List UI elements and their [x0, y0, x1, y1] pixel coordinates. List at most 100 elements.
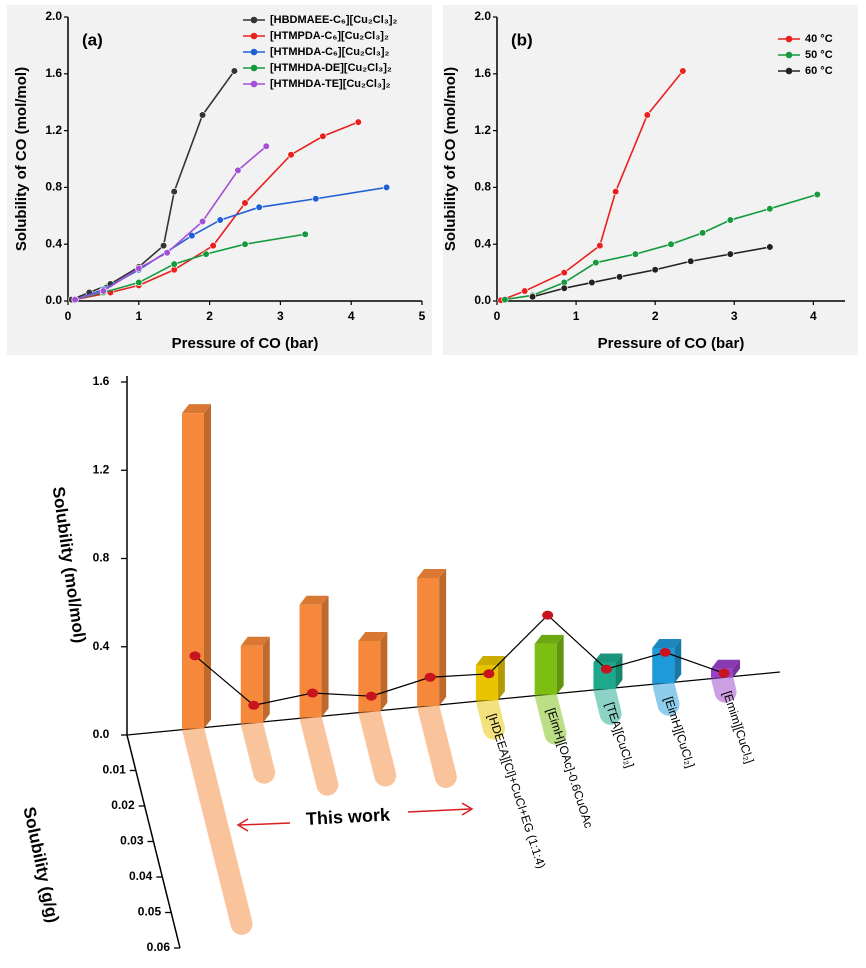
y-tick-label: 2.0	[474, 9, 491, 23]
bar-front	[534, 643, 557, 695]
depth-tick-label: 0.04	[129, 869, 153, 883]
depth-cylinder	[417, 694, 457, 788]
x-tick-label: 4	[810, 309, 817, 323]
bar-top	[534, 634, 564, 644]
bar-top	[475, 655, 505, 665]
data-point	[159, 242, 168, 250]
data-point	[667, 240, 675, 248]
legend-marker	[250, 32, 258, 40]
data-point	[528, 293, 537, 301]
bar-side	[733, 659, 740, 678]
bar-3d	[182, 404, 211, 729]
legend-label: [HTMHDA-DE][Cu₂Cl₃]₂	[270, 62, 392, 74]
data-point	[766, 243, 774, 251]
legend-label: 40 °C	[805, 33, 833, 45]
y-axis-label: Solubility of CO (mol/mol)	[13, 67, 30, 251]
data-point	[202, 250, 210, 258]
depth-tick-label: 0.01	[102, 763, 126, 777]
depth-cylinder	[652, 672, 680, 716]
panel-label: (b)	[511, 30, 533, 49]
data-point	[319, 132, 327, 140]
solubility-dot	[424, 672, 436, 682]
bar-front	[240, 645, 263, 723]
data-point	[631, 250, 640, 258]
solubility-dot	[718, 668, 730, 678]
depth-cylinder	[299, 706, 339, 796]
data-point	[699, 229, 707, 237]
data-point	[615, 273, 624, 281]
bar-top	[417, 568, 447, 578]
bar-front	[652, 647, 675, 684]
x-axis-label: Pressure of CO (bar)	[172, 335, 319, 352]
data-point	[170, 188, 178, 196]
x-tick-label: 5	[419, 309, 426, 323]
depth-tick-label: 0.05	[138, 905, 162, 919]
bar-side	[556, 634, 564, 695]
data-point	[163, 249, 171, 257]
data-point	[198, 111, 207, 119]
legend-marker	[250, 16, 258, 24]
depth-tick-label: 0.02	[111, 798, 135, 812]
y-tick-label: 0.0	[474, 293, 491, 307]
data-point	[643, 111, 651, 119]
y-tick-label: 1.6	[45, 66, 62, 80]
bar-side	[439, 568, 447, 706]
solubility-line	[194, 614, 725, 706]
data-point	[255, 203, 263, 211]
depth-tick-label: 0.06	[147, 940, 171, 954]
category-label: [TEA][CuCl₂]	[603, 701, 637, 770]
y-tick-label: 0.4	[474, 236, 491, 250]
solubility-dot	[189, 651, 201, 661]
data-point	[135, 264, 143, 272]
x-tick-label: 0	[494, 309, 501, 323]
depth-cylinder	[711, 666, 737, 703]
data-point	[766, 205, 774, 213]
this-work-arrow	[236, 802, 474, 832]
bar-3d	[240, 636, 270, 723]
series-line	[504, 193, 818, 301]
y-tick-label: 1.6	[93, 374, 110, 388]
depth-cylinder	[182, 717, 253, 935]
bar-top	[652, 638, 682, 648]
category-label: [EimH][CuCl₂]	[661, 695, 697, 770]
x-tick-label: 3	[731, 309, 738, 323]
bar-top	[182, 404, 211, 414]
x-tick-label: 0	[65, 309, 72, 323]
bar-front	[299, 604, 322, 718]
category-label: [Emim][CuCl₂]	[720, 689, 757, 765]
solubility-dot	[542, 610, 554, 620]
annotation: This work	[305, 805, 391, 829]
bar-front	[417, 577, 440, 706]
panel-label: (a)	[82, 30, 103, 49]
data-point	[71, 295, 79, 304]
legend-marker	[250, 64, 258, 72]
legend-label: 60 °C	[805, 65, 833, 77]
category-label: [EimH][OAc]-0.6CuOAc	[544, 706, 596, 830]
category-label: [HDEEA][Cl]+CuCl+EG (1:1:4)	[485, 712, 548, 870]
y-tick-label: 0.4	[45, 236, 62, 250]
data-point	[687, 257, 695, 265]
data-point	[592, 259, 600, 267]
legend-label: 50 °C	[805, 49, 833, 61]
data-point	[241, 240, 249, 248]
bar-top	[593, 653, 623, 663]
series-line	[71, 70, 236, 301]
data-point	[301, 230, 309, 238]
x-tick-label: 1	[135, 309, 142, 323]
bar-front	[358, 641, 381, 712]
series-line	[532, 246, 771, 298]
data-point	[262, 142, 270, 150]
data-point	[188, 232, 196, 240]
bar-side	[262, 636, 270, 723]
y-tick-label: 0.0	[45, 293, 62, 307]
y-tick-label: 0.8	[474, 180, 491, 194]
legend-label: [HTMHDA-TE][Cu₂Cl₃]₂	[270, 78, 391, 90]
bar-side	[204, 404, 211, 729]
bar-side	[615, 653, 623, 689]
bar-side	[380, 632, 388, 712]
bar-top	[358, 632, 388, 642]
data-point	[135, 278, 143, 287]
y-tick-label: 1.6	[474, 66, 491, 80]
data-point	[383, 183, 391, 191]
legend-label: [HTMHDA-C₆][Cu₂Cl₃]₂	[270, 46, 390, 58]
